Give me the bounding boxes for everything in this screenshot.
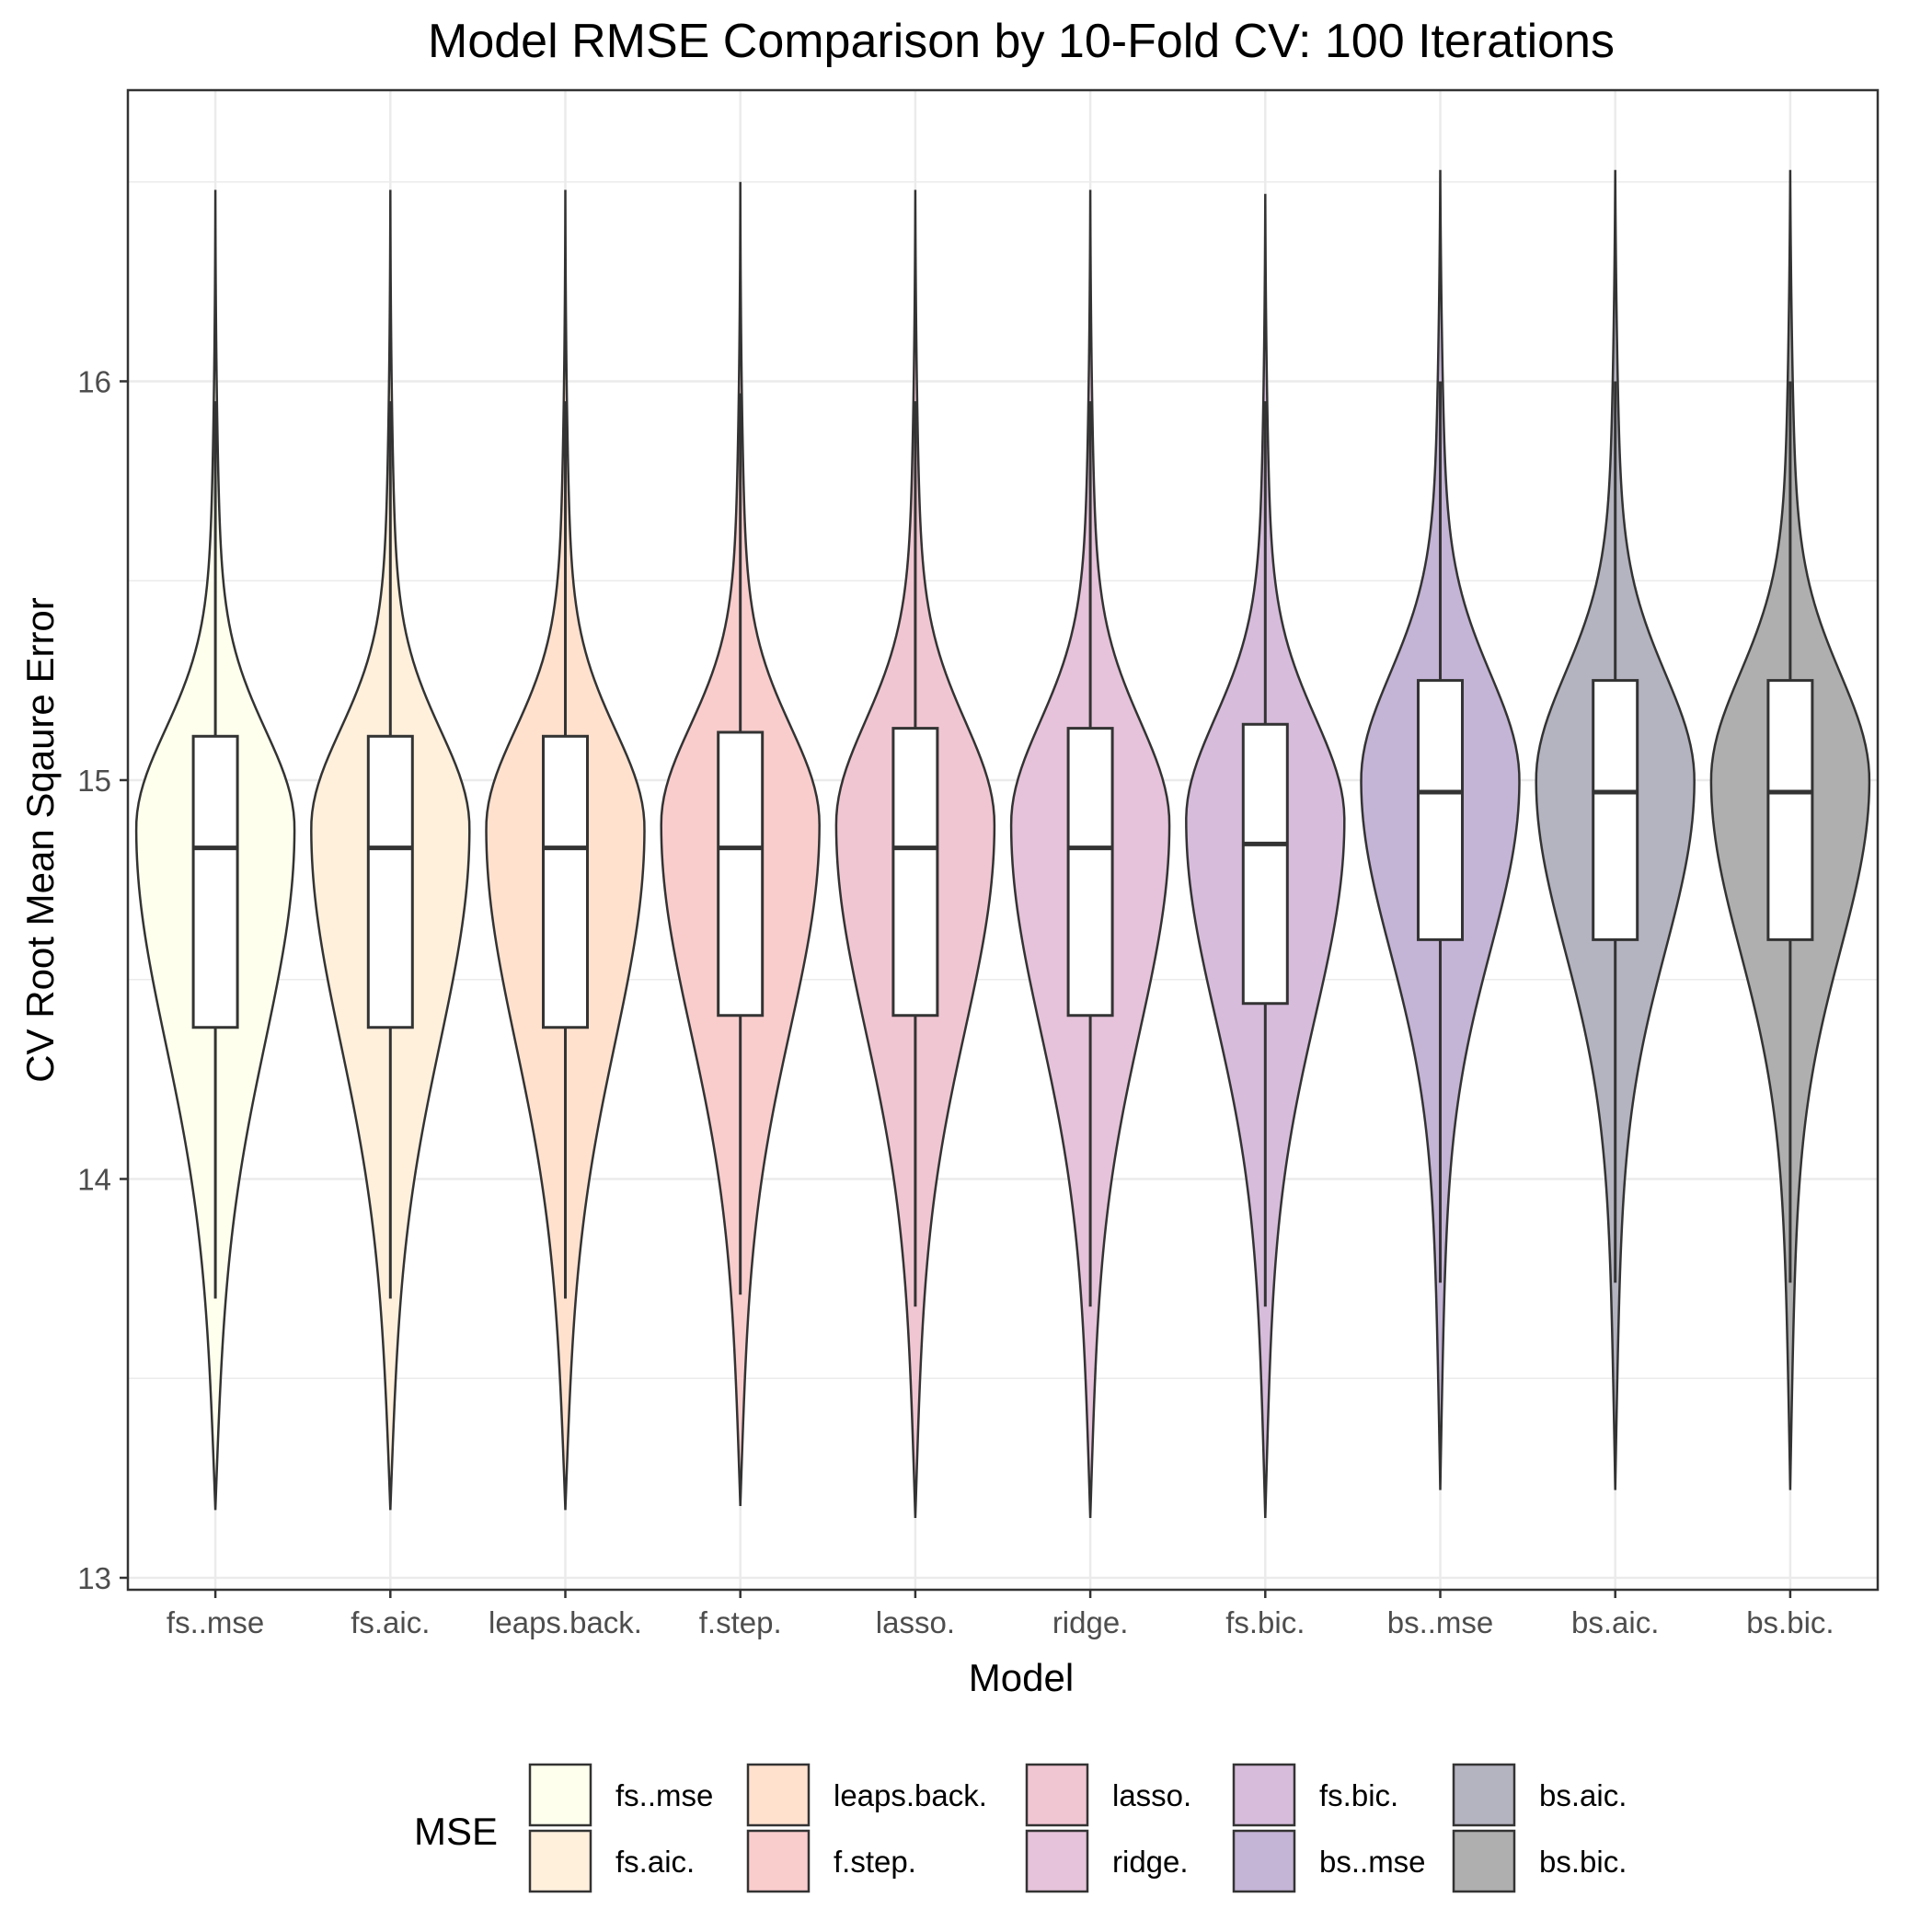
legend-key xyxy=(1232,1763,1296,1827)
legend-item: bs.aic. xyxy=(1452,1763,1627,1827)
legend-key xyxy=(746,1829,811,1893)
legend-key xyxy=(1452,1763,1516,1827)
x-tick-label: fs.bic. xyxy=(1225,1605,1305,1639)
legend-label: f.step. xyxy=(834,1845,916,1879)
legend-key xyxy=(1232,1829,1296,1893)
legend-item: fs.bic. xyxy=(1232,1763,1398,1827)
violin-group xyxy=(1185,193,1346,1519)
violin-group xyxy=(1535,169,1696,1490)
legend-item: bs..mse xyxy=(1232,1829,1426,1893)
legend-label: bs..mse xyxy=(1319,1845,1426,1879)
violin-group xyxy=(485,190,646,1511)
violin-group xyxy=(1009,190,1171,1519)
legend-item: bs.bic. xyxy=(1452,1829,1627,1893)
box-fs.bic. xyxy=(1241,722,1289,1006)
legend-label: leaps.back. xyxy=(834,1778,987,1812)
box-fs..mse xyxy=(191,734,239,1029)
x-tick-label: lasso. xyxy=(876,1605,955,1639)
box-fs.aic. xyxy=(366,734,414,1029)
legend-item: fs..mse xyxy=(528,1763,713,1827)
box-lasso. xyxy=(891,727,939,1018)
legend-label: bs.aic. xyxy=(1539,1778,1627,1812)
violins xyxy=(134,169,1871,1519)
legend-label: ridge. xyxy=(1112,1845,1189,1879)
y-axis-title: CV Root Mean Sqaure Error xyxy=(18,597,62,1083)
legend-key xyxy=(1452,1829,1516,1893)
y-tick-label: 16 xyxy=(77,364,111,398)
legend-key xyxy=(746,1763,811,1827)
legend-key xyxy=(1025,1829,1089,1893)
y-tick-label: 14 xyxy=(77,1162,111,1196)
x-tick-label: ridge. xyxy=(1052,1605,1129,1639)
box-bs..mse xyxy=(1417,679,1464,941)
box-f.step. xyxy=(717,730,765,1018)
legend-key xyxy=(1025,1763,1089,1827)
x-axis-title: Model xyxy=(969,1656,1074,1699)
legend-label: fs.aic. xyxy=(615,1845,695,1879)
legend-label: fs..mse xyxy=(615,1778,713,1812)
legend-item: lasso. xyxy=(1025,1763,1191,1827)
box-ridge. xyxy=(1066,727,1114,1018)
x-tick-label: f.step. xyxy=(699,1605,782,1639)
x-axis: fs..mse fs.aic. leaps.back. f.step. lasso. ri… xyxy=(167,1590,1834,1639)
y-axis: 13 14 15 16 xyxy=(77,364,128,1595)
legend-label: bs.bic. xyxy=(1539,1845,1627,1879)
x-tick-label: bs..mse xyxy=(1387,1605,1494,1639)
x-tick-label: leaps.back. xyxy=(489,1605,642,1639)
violin-group xyxy=(834,190,996,1519)
x-tick-label: fs.aic. xyxy=(351,1605,430,1639)
violin-group xyxy=(1360,169,1521,1490)
legend-key xyxy=(528,1829,592,1893)
legend: MSE fs..mse fs.aic. leaps.back. f.step. lass… xyxy=(414,1763,1627,1893)
box-bs.bic. xyxy=(1766,679,1814,941)
violin-group xyxy=(310,190,471,1511)
legend-item: ridge. xyxy=(1025,1829,1189,1893)
box-bs.aic. xyxy=(1592,679,1639,941)
legend-key xyxy=(528,1763,592,1827)
legend-item: fs.aic. xyxy=(528,1829,695,1893)
legend-title: MSE xyxy=(414,1810,498,1853)
violin-group xyxy=(660,181,821,1507)
violin-group xyxy=(1709,169,1871,1490)
plot-area xyxy=(126,88,1880,1592)
legend-label: lasso. xyxy=(1112,1778,1191,1812)
x-tick-label: fs..mse xyxy=(167,1605,264,1639)
legend-item: leaps.back. xyxy=(746,1763,987,1827)
legend-item: f.step. xyxy=(746,1829,916,1893)
x-tick-label: bs.bic. xyxy=(1746,1605,1834,1639)
y-tick-label: 15 xyxy=(77,764,111,798)
plot-border xyxy=(126,88,1880,1592)
y-tick-label: 13 xyxy=(77,1561,111,1595)
x-tick-label: bs.aic. xyxy=(1571,1605,1659,1639)
chart-title: Model RMSE Comparison by 10-Fold CV: 100… xyxy=(428,15,1615,68)
legend-items: fs..mse fs.aic. leaps.back. f.step. lasso. ri… xyxy=(528,1763,1627,1893)
legend-label: fs.bic. xyxy=(1319,1778,1398,1812)
box-leaps.back. xyxy=(542,734,589,1029)
violin-group xyxy=(134,190,296,1511)
